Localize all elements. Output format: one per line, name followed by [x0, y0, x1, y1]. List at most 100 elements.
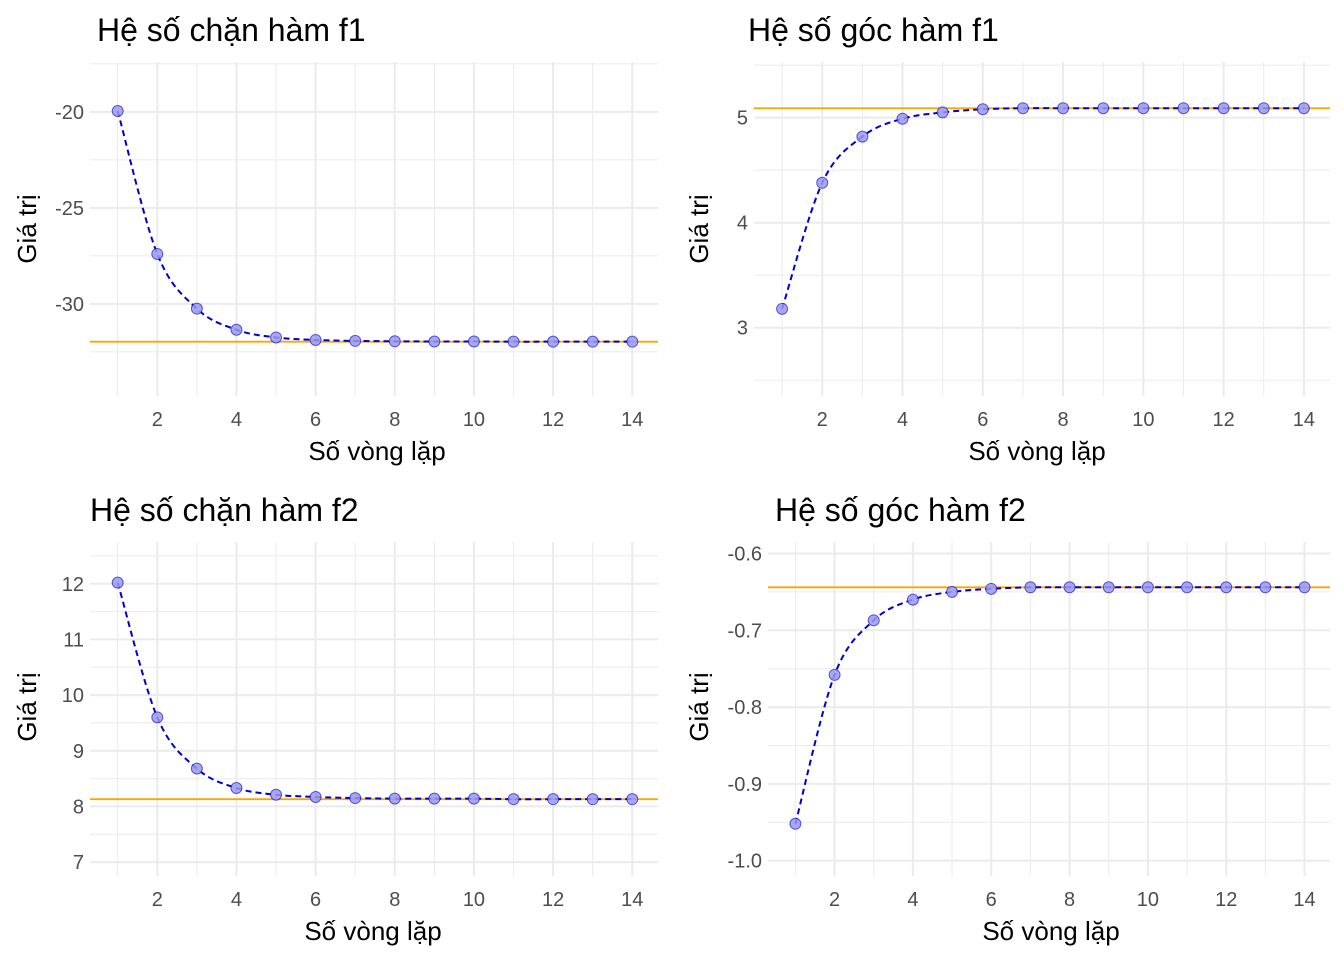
x-tick-label: 2 — [152, 889, 163, 911]
y-tick-label: 7 — [73, 852, 84, 874]
data-point — [1057, 102, 1070, 115]
data-point — [230, 782, 243, 795]
data-point — [586, 793, 599, 806]
data-point — [428, 335, 441, 348]
data-point — [1297, 102, 1310, 115]
panel-intercept-f1: Hệ số chặn hàm f1 Giá trị Số vòng lặp 2 4… — [12, 12, 658, 466]
y-tick-label: -0.7 — [728, 620, 762, 642]
data-point — [906, 593, 919, 606]
y-tick-label: -25 — [55, 198, 84, 220]
y-axis-title: Giá trị — [12, 672, 42, 741]
data-point — [1298, 581, 1311, 594]
data-point — [1220, 581, 1233, 594]
x-axis-title: Số vòng lặp — [968, 436, 1105, 466]
data-point — [985, 582, 998, 595]
data-point — [151, 711, 164, 724]
panel-title: Hệ số chặn hàm f1 — [97, 12, 366, 48]
data-point — [1102, 581, 1115, 594]
panel-title: Hệ số góc hàm f2 — [775, 492, 1026, 528]
data-point — [1181, 581, 1194, 594]
data-point — [309, 333, 322, 346]
x-tick-label: 4 — [231, 889, 242, 911]
x-tick-label: 6 — [310, 409, 321, 431]
data-point — [349, 792, 362, 805]
data-point — [270, 331, 283, 344]
x-tick-label: 8 — [1064, 889, 1075, 911]
y-tick-label: 10 — [62, 685, 84, 707]
data-point — [467, 792, 480, 805]
data-point — [626, 793, 639, 806]
data-point — [776, 302, 789, 315]
data-point — [1016, 102, 1029, 115]
data-point — [1097, 102, 1110, 115]
y-axis-title: Giá trị — [12, 194, 42, 263]
x-tick-label: 8 — [1058, 409, 1069, 431]
x-tick-label: 4 — [907, 889, 918, 911]
data-point — [467, 335, 480, 348]
y-tick-label: 3 — [737, 318, 748, 340]
data-point — [816, 176, 829, 189]
data-point — [946, 585, 959, 598]
x-tick-label: 14 — [1293, 409, 1315, 431]
plot-area: 2 4 6 8 10 12 14 -1.0 -0.9 -0.8 -0.7 -0.6 — [728, 542, 1330, 911]
x-axis-title: Số vòng lặp — [982, 916, 1119, 946]
series-line — [116, 110, 633, 343]
y-tick-label: 8 — [73, 796, 84, 818]
y-axis-title: Giá trị — [684, 194, 714, 263]
x-tick-label: 6 — [310, 889, 321, 911]
data-point — [976, 103, 989, 116]
data-point — [349, 334, 362, 347]
data-point — [1063, 581, 1076, 594]
panel-intercept-f2: Hệ số chặn hàm f2 Giá trị Số vòng lặp 2 4… — [12, 492, 658, 946]
data-point — [626, 335, 639, 348]
data-point — [190, 302, 203, 315]
x-tick-label: 14 — [621, 409, 643, 431]
data-point — [586, 335, 599, 348]
x-axis-title: Số vòng lặp — [308, 436, 445, 466]
y-tick-label: -0.9 — [728, 774, 762, 796]
x-tick-label: 12 — [1215, 889, 1237, 911]
x-tick-label: 12 — [1213, 409, 1235, 431]
y-tick-label: -0.6 — [728, 544, 762, 566]
data-point — [151, 247, 164, 260]
data-point — [388, 792, 401, 805]
data-point — [547, 793, 560, 806]
data-point — [1259, 581, 1272, 594]
plot-area: 2 4 6 8 10 12 14 3 4 5 — [737, 62, 1330, 431]
panel-title: Hệ số góc hàm f1 — [748, 12, 999, 48]
data-point — [1024, 581, 1037, 594]
data-point — [388, 335, 401, 348]
x-tick-label: 10 — [1137, 889, 1159, 911]
data-point — [896, 112, 909, 125]
series-line — [116, 582, 633, 801]
data-point — [856, 130, 869, 143]
panel-slope-f2: Hệ số góc hàm f2 Giá trị Số vòng lặp 2 4 6… — [684, 492, 1330, 946]
x-tick-label: 2 — [829, 889, 840, 911]
y-tick-label: 4 — [737, 213, 748, 235]
x-tick-label: 4 — [231, 409, 242, 431]
y-tick-label: 5 — [737, 108, 748, 130]
data-point — [507, 793, 520, 806]
x-tick-label: 12 — [542, 889, 564, 911]
data-point — [867, 614, 880, 627]
x-tick-label: 2 — [152, 409, 163, 431]
panel-title: Hệ số chặn hàm f2 — [90, 492, 359, 528]
data-point — [111, 576, 124, 589]
data-point — [111, 104, 124, 117]
y-tick-label: -30 — [55, 294, 84, 316]
x-tick-label: 10 — [463, 889, 485, 911]
x-tick-label: 14 — [1293, 889, 1315, 911]
y-tick-label: -0.8 — [728, 697, 762, 719]
data-point — [1217, 102, 1230, 115]
x-tick-label: 6 — [977, 409, 988, 431]
y-tick-label: 9 — [73, 741, 84, 763]
plot-area: 2 4 6 8 10 12 14 7 8 9 10 11 12 — [62, 542, 658, 911]
data-point — [1257, 102, 1270, 115]
data-point — [828, 668, 841, 681]
x-tick-label: 6 — [986, 889, 997, 911]
plot-area: 2 4 6 8 10 12 14 -20 -25 -30 — [55, 62, 658, 431]
data-point — [547, 335, 560, 348]
data-point — [936, 106, 949, 119]
x-tick-label: 14 — [621, 889, 643, 911]
